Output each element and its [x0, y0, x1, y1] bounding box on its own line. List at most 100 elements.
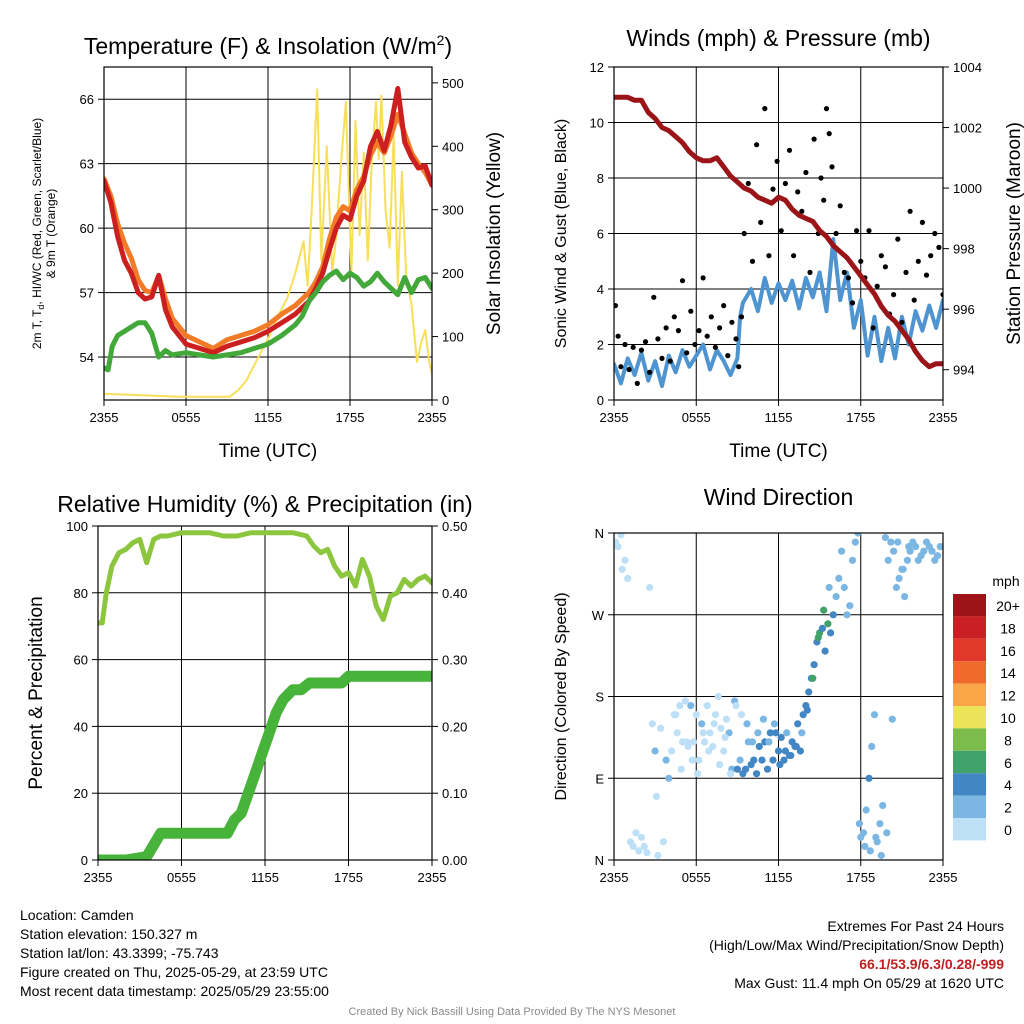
- temp-ylabel-line2: & 9m T (Orange): [44, 189, 58, 279]
- wind-plot-border: [613, 66, 944, 401]
- wdir-point: [692, 711, 700, 719]
- gust-point: [770, 186, 776, 192]
- wdir-ytick-label: S: [595, 690, 604, 705]
- temp-ytick-label: 66: [80, 92, 94, 107]
- wdir-point: [827, 629, 835, 637]
- wdir-point: [809, 674, 817, 682]
- wdir-point: [848, 556, 857, 564]
- temp-ytick-label-right: 400: [442, 139, 464, 154]
- gust-point: [823, 106, 830, 112]
- legend-label: 8: [1004, 732, 1012, 748]
- gust-point: [858, 258, 864, 264]
- gust-point: [878, 253, 884, 259]
- wdir-point: [758, 756, 766, 764]
- wdir-point: [753, 770, 761, 778]
- gust-point: [618, 364, 624, 370]
- temp-ytick-label: 63: [80, 157, 94, 172]
- temp-ylabel: 2m T, Td, HI/WC (Red, Green, Scarlet/Blu…: [30, 118, 46, 349]
- wdir-point: [706, 729, 714, 737]
- rh-ytick-label-right: 0.10: [442, 786, 467, 801]
- wdir-point: [716, 761, 724, 769]
- extremes-subtitle: (High/Low/Max Wind/Precipitation/Snow De…: [709, 937, 1004, 953]
- temp-ytick-label-right: 0: [442, 393, 449, 408]
- wdir-point: [717, 724, 725, 732]
- wdir-point: [905, 543, 913, 551]
- station-location: Location: Camden: [20, 907, 134, 923]
- dewpoint-line: [104, 268, 432, 373]
- wdir-point: [777, 733, 785, 742]
- wdir-ytick-label: N: [595, 853, 604, 868]
- wdir-point: [624, 574, 632, 583]
- wdir-point: [676, 702, 684, 710]
- gust-point: [915, 258, 921, 264]
- gust-point: [803, 169, 809, 176]
- speed-legend: mph 20+ 18 16 14 12 10 8 6 4 2 0: [953, 573, 1020, 841]
- gust-point: [774, 158, 780, 164]
- wdir-point: [887, 538, 895, 546]
- wdir-point: [881, 533, 890, 542]
- wdir-point: [794, 720, 802, 728]
- wdir-point: [846, 602, 854, 610]
- gust-point: [758, 219, 764, 225]
- gust-point: [845, 275, 852, 281]
- wind-ytick-label-right: 1002: [953, 121, 982, 136]
- gust-point: [795, 189, 801, 195]
- wdir-point: [769, 756, 777, 764]
- gust-point: [821, 197, 827, 203]
- wdir-point: [683, 738, 691, 746]
- wdir-point: [700, 738, 709, 746]
- wdir-point: [862, 806, 870, 814]
- gust-point: [692, 341, 698, 348]
- gust-point: [786, 147, 793, 153]
- wdir-point: [870, 711, 879, 719]
- pressure-line: [614, 94, 943, 370]
- wdir-point: [722, 715, 731, 723]
- legend-swatch: [953, 661, 986, 684]
- figure-created: Figure created on Thu, 2025-05-29, at 23…: [20, 964, 328, 980]
- wdir-point: [726, 770, 735, 778]
- wind-ytick-label: 0: [597, 393, 604, 408]
- wdir-point: [936, 543, 943, 551]
- gust-point: [841, 269, 847, 275]
- gust-point: [651, 294, 657, 300]
- wdir-point: [694, 770, 702, 778]
- wind-xtick-label: 2355: [929, 410, 958, 425]
- wind-xlabel: Time (UTC): [729, 441, 828, 462]
- wdir-xtick-label: 1155: [765, 870, 793, 885]
- wdir-point: [733, 765, 742, 773]
- wdir-point: [820, 606, 828, 614]
- gust-point: [899, 319, 905, 325]
- wdir-point: [743, 720, 751, 728]
- wdir-point: [763, 765, 772, 773]
- gust-point: [688, 308, 694, 314]
- wdir-point: [901, 593, 909, 601]
- wind-ylabel-right: Station Pressure (Maroon): [1004, 122, 1024, 345]
- gust-point: [733, 336, 739, 342]
- wdir-point: [928, 547, 936, 555]
- legend-swatch: [953, 750, 986, 774]
- wdir-point: [866, 847, 874, 855]
- legend-swatch: [953, 795, 986, 818]
- wdir-point: [725, 729, 733, 737]
- rh-xtick-label: 2355: [418, 870, 447, 885]
- extremes-values: 66.1/53.9/6.3/0.28/-999: [859, 956, 1004, 972]
- wdir-point: [810, 661, 818, 669]
- wdir-point: [617, 533, 625, 539]
- wdir-point: [737, 711, 746, 719]
- wdir-point: [851, 538, 859, 546]
- wdir-point: [854, 533, 862, 537]
- gust-point: [874, 283, 880, 289]
- legend-swatch: [953, 683, 986, 706]
- rh-title: Relative Humidity (%) & Precipitation (i…: [57, 491, 472, 517]
- legend-label: 20+: [996, 598, 1020, 614]
- temp-ytick-label: 57: [80, 286, 94, 301]
- wdir-point: [652, 792, 661, 801]
- wind-ytick-label: 12: [590, 60, 604, 75]
- wdir-ytick-label: N: [595, 526, 604, 541]
- gust-point: [854, 228, 860, 234]
- wdir-point: [861, 842, 869, 851]
- wdir-point: [825, 583, 833, 592]
- temp-plot-border: [103, 66, 433, 401]
- gust-point: [708, 314, 714, 320]
- gust-point: [704, 333, 710, 339]
